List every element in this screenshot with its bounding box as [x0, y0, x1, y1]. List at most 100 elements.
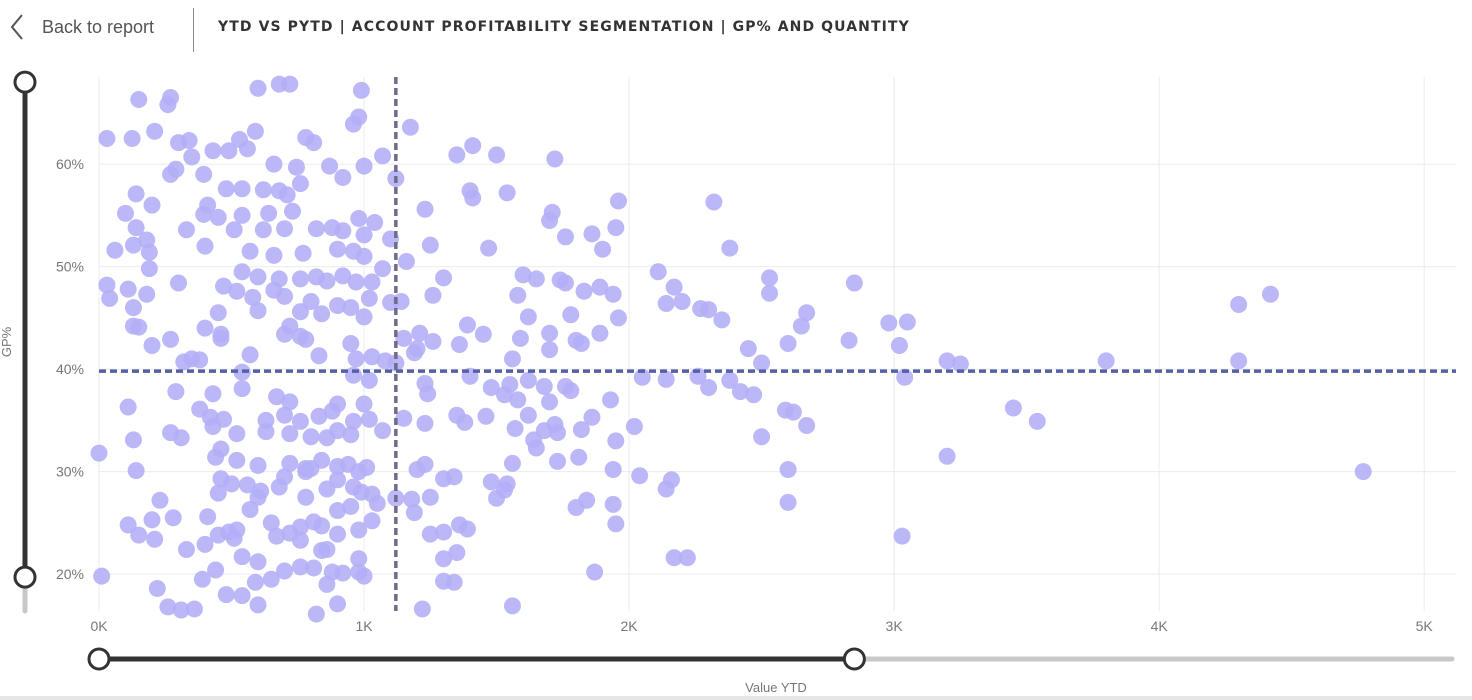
data-point [456, 413, 474, 431]
data-point [127, 462, 145, 480]
data-point [244, 288, 262, 306]
data-point [167, 383, 185, 401]
data-point [302, 428, 320, 446]
data-point [249, 596, 267, 614]
y-slider-bottom-handle[interactable] [13, 565, 37, 589]
data-point [291, 303, 309, 321]
data-point [562, 382, 580, 400]
data-point [185, 600, 203, 618]
data-point [609, 192, 627, 210]
data-point [519, 308, 537, 326]
data-point [700, 301, 718, 319]
data-point [146, 122, 164, 140]
data-point [583, 408, 601, 426]
data-point [464, 137, 482, 155]
data-point [464, 189, 482, 207]
y-slider-top-handle[interactable] [13, 70, 37, 94]
data-point [329, 471, 347, 489]
data-point [477, 407, 495, 425]
data-point [951, 355, 969, 373]
data-point [374, 422, 392, 440]
data-point [334, 267, 352, 285]
data-point [713, 311, 731, 329]
data-point [784, 403, 802, 421]
data-point [146, 530, 164, 548]
data-point [435, 523, 453, 541]
data-point [474, 325, 492, 343]
data-point [148, 579, 166, 597]
x-slider-right-handle[interactable] [842, 647, 866, 671]
data-point [482, 379, 500, 397]
data-point [401, 118, 419, 136]
x-tick-label: 2K [621, 618, 639, 634]
data-point [262, 514, 280, 532]
data-point [591, 278, 609, 296]
reference-lines [99, 77, 1456, 611]
data-point [739, 340, 757, 358]
data-point [355, 567, 373, 585]
data-points [90, 75, 1372, 623]
data-point [572, 421, 590, 439]
data-point [570, 448, 588, 466]
y-tick-label: 50% [56, 259, 84, 275]
data-point [506, 420, 524, 438]
data-point [90, 444, 108, 462]
data-point [302, 292, 320, 310]
data-point [276, 325, 294, 343]
data-point [276, 406, 294, 424]
data-point [283, 202, 301, 220]
data-point [305, 134, 323, 152]
data-point [562, 306, 580, 324]
data-point [119, 280, 137, 298]
data-point [1354, 463, 1372, 481]
data-point [276, 220, 294, 238]
data-point [265, 155, 283, 173]
data-point [318, 541, 336, 559]
data-point [355, 157, 373, 175]
data-point [578, 491, 596, 509]
data-point [209, 304, 227, 322]
data-point [938, 447, 956, 465]
data-point [151, 491, 169, 509]
y-range-slider[interactable] [13, 70, 37, 614]
x-slider-left-handle[interactable] [87, 647, 111, 671]
data-point [609, 309, 627, 327]
data-point [840, 331, 858, 349]
data-point [180, 132, 198, 150]
data-point [631, 467, 649, 485]
chevron-left-icon [10, 13, 24, 41]
data-point [268, 527, 286, 545]
data-point [162, 330, 180, 348]
data-point [355, 395, 373, 413]
data-point [413, 600, 431, 618]
data-point [233, 380, 251, 398]
data-point [411, 324, 429, 342]
data-point [124, 431, 142, 449]
back-to-report-button[interactable]: Back to report [10, 10, 154, 44]
data-point [572, 334, 590, 352]
data-point [278, 186, 296, 204]
data-point [397, 252, 415, 270]
x-axis-label: Value YTD [745, 680, 807, 695]
data-point [159, 598, 177, 616]
data-point [798, 304, 816, 322]
data-point [421, 236, 439, 254]
data-point [228, 451, 246, 469]
data-point [223, 475, 241, 493]
data-point [352, 81, 370, 99]
data-point [890, 337, 908, 355]
data-point [329, 525, 347, 543]
data-point [297, 488, 315, 506]
data-point [249, 456, 267, 474]
data-point [448, 544, 466, 562]
data-point [329, 502, 347, 520]
x-range-slider[interactable] [87, 647, 1455, 671]
data-point [195, 165, 213, 183]
data-point [123, 129, 141, 147]
data-point [586, 563, 604, 581]
data-point [138, 285, 156, 303]
data-point [416, 455, 434, 473]
page-title: YTD VS PYTD | ACCOUNT PROFITABILITY SEGM… [218, 19, 910, 35]
data-point [342, 497, 360, 515]
data-point [291, 412, 309, 430]
